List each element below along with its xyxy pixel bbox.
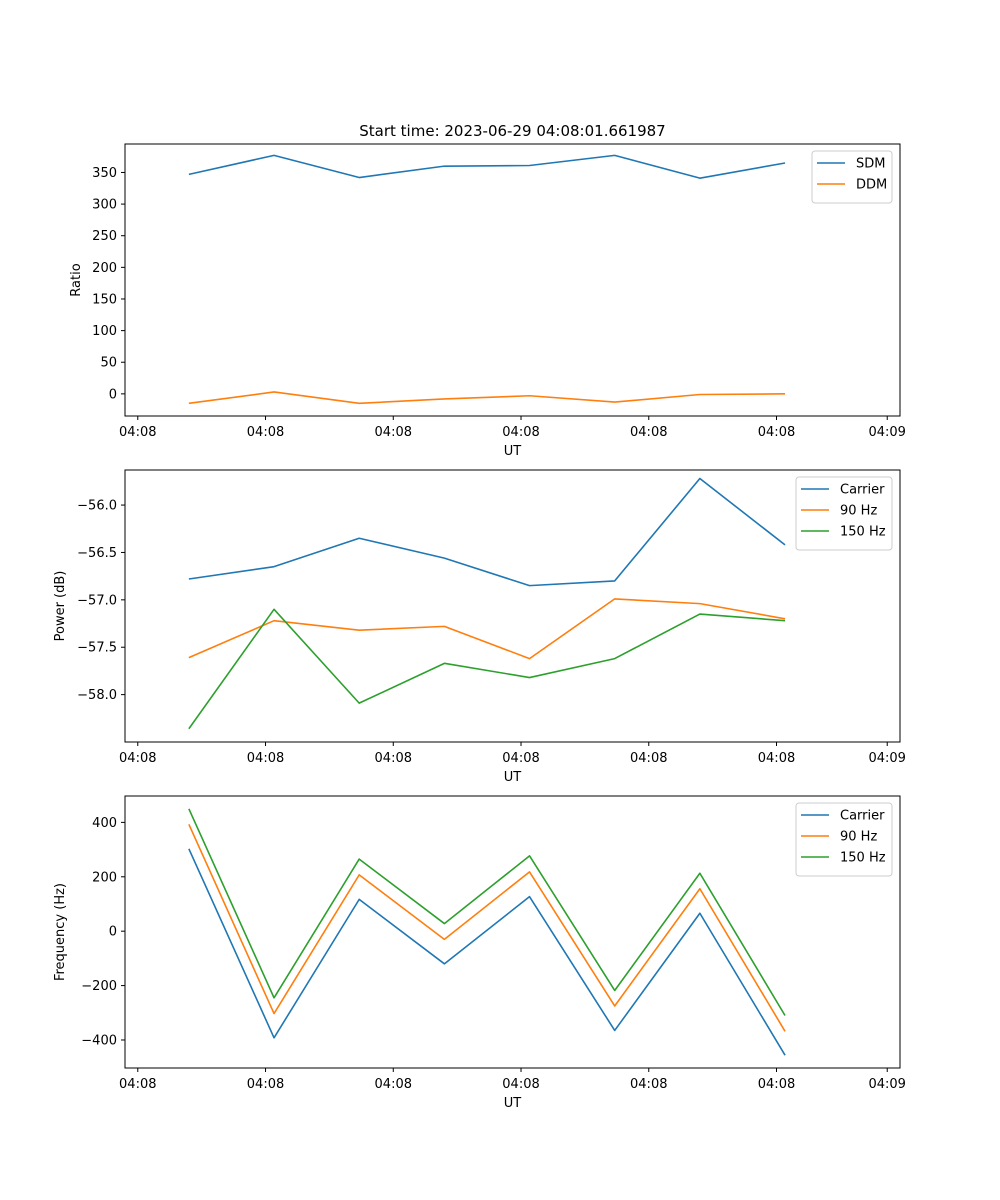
y-tick-label: 400 xyxy=(92,816,117,831)
chart-panel-2: 04:08 04:08 04:08 04:08 04:08 04:08 04:09 −56.0… xyxy=(53,469,906,785)
x-tick-label: 04:08 xyxy=(630,425,667,440)
x-tick-label: 04:08 xyxy=(119,1077,156,1092)
y-axis-label: Power (dB) xyxy=(53,571,68,642)
x-tick-label: 04:08 xyxy=(758,425,795,440)
y-tick-label: −200 xyxy=(81,979,117,994)
x-tick-label: 04:08 xyxy=(119,751,156,766)
plot-frame xyxy=(124,143,901,417)
y-tick-label: −400 xyxy=(81,1033,117,1048)
y-tick-label: 100 xyxy=(92,324,117,339)
chart-panel-3: 04:08 04:08 04:08 04:08 04:08 04:08 04:09 400 20… xyxy=(53,795,906,1111)
x-tick-label: 04:08 xyxy=(758,1077,795,1092)
y-tick-label: 150 xyxy=(92,292,117,307)
series-line-150-hz xyxy=(188,808,786,1016)
x-tick-label: 04:08 xyxy=(375,425,412,440)
x-tick-label: 04:08 xyxy=(502,751,539,766)
legend-label: Carrier xyxy=(840,483,885,498)
x-axis-label: UT xyxy=(504,1096,522,1111)
y-tick-label: 200 xyxy=(92,870,117,885)
series-line-carrier xyxy=(188,848,786,1056)
x-tick-label: 04:09 xyxy=(868,425,905,440)
legend-label: 90 Hz xyxy=(840,830,877,845)
x-tick-label: 04:08 xyxy=(630,1077,667,1092)
chart-panel-1: 04:08 04:08 04:08 04:08 04:08 04:08 04:09 0 50 10… xyxy=(69,122,906,459)
y-tick-label: −58.0 xyxy=(77,688,117,703)
y-tick-label: 0 xyxy=(109,925,117,940)
x-tick-label: 04:08 xyxy=(247,751,284,766)
legend-label: 90 Hz xyxy=(840,504,877,519)
x-axis-label: UT xyxy=(504,770,522,785)
y-axis-label: Frequency (Hz) xyxy=(53,883,68,981)
series-line-sdm xyxy=(188,154,786,179)
x-tick-label: 04:08 xyxy=(502,425,539,440)
legend-box xyxy=(811,150,893,204)
y-tick-label: 250 xyxy=(92,229,117,244)
x-tick-label: 04:08 xyxy=(247,425,284,440)
legend: SDM DDM xyxy=(811,150,893,204)
x-axis-label: UT xyxy=(504,444,522,459)
series-line-ddm xyxy=(188,391,786,405)
y-tick-label: 300 xyxy=(92,198,117,213)
x-tick-label: 04:08 xyxy=(502,1077,539,1092)
series-line-150-hz xyxy=(188,608,786,730)
plot-frame xyxy=(124,469,901,743)
legend-label: SDM xyxy=(856,157,885,172)
legend-label: DDM xyxy=(856,178,887,193)
legend-label: 150 Hz xyxy=(840,851,886,866)
x-tick-label: 04:09 xyxy=(868,1077,905,1092)
y-axis-label: Ratio xyxy=(69,263,84,296)
series-line-90-hz xyxy=(188,598,786,660)
x-tick-label: 04:08 xyxy=(630,751,667,766)
y-tick-label: 0 xyxy=(109,387,117,402)
y-tick-label: 350 xyxy=(92,166,117,181)
chart-title: Start time: 2023-06-29 04:08:01.661987 xyxy=(359,122,665,140)
legend-label: 150 Hz xyxy=(840,525,886,540)
legend: Carrier 90 Hz 150 Hz xyxy=(795,476,893,551)
plot-frame xyxy=(124,795,901,1069)
y-tick-label: 50 xyxy=(100,356,117,371)
x-tick-label: 04:08 xyxy=(247,1077,284,1092)
y-tick-label: −57.5 xyxy=(77,641,117,656)
x-tick-label: 04:08 xyxy=(758,751,795,766)
x-tick-label: 04:08 xyxy=(375,751,412,766)
series-line-90-hz xyxy=(188,823,786,1032)
y-tick-label: −56.0 xyxy=(77,499,117,514)
x-tick-label: 04:08 xyxy=(119,425,156,440)
legend: Carrier 90 Hz 150 Hz xyxy=(795,802,893,877)
y-tick-label: −56.5 xyxy=(77,546,117,561)
series-line-carrier xyxy=(188,477,786,587)
x-tick-label: 04:08 xyxy=(375,1077,412,1092)
x-tick-label: 04:09 xyxy=(868,751,905,766)
y-tick-label: −57.0 xyxy=(77,593,117,608)
legend-label: Carrier xyxy=(840,809,885,824)
y-tick-label: 200 xyxy=(92,261,117,276)
